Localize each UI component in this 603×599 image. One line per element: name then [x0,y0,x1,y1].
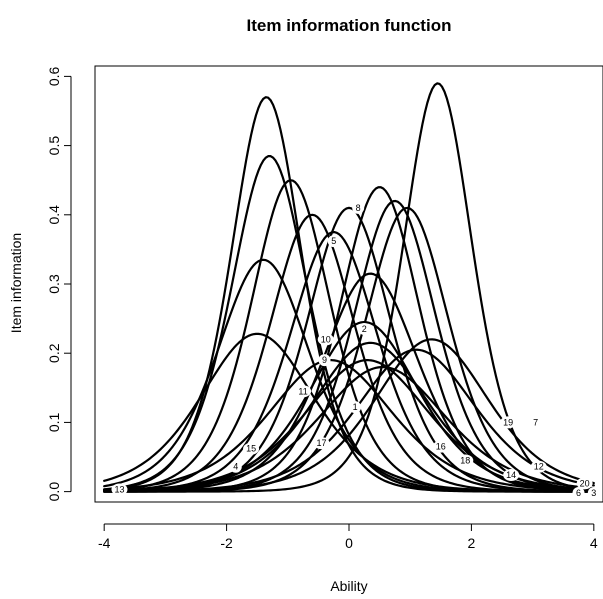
x-tick-label: 2 [468,535,476,551]
x-tick-label: -4 [98,535,111,551]
information-curve-item-16 [103,359,595,492]
x-tick-label: -2 [220,535,233,551]
item-label-19: 19 [503,417,513,427]
y-tick-label: 0.2 [46,343,62,363]
item-label-4: 4 [233,462,238,472]
chart-title: Item information function [247,16,452,35]
item-label-bg [111,483,128,496]
item-label-bg [530,460,547,473]
item-label-bg [587,487,600,500]
item-label-16: 16 [436,442,446,452]
item-label-bg [529,416,542,429]
item-label-bg [318,354,331,367]
information-curve-item-19 [103,186,595,493]
y-tick-label: 0.4 [46,205,62,225]
y-tick-label: 0.1 [46,412,62,432]
item-label-bg [317,333,334,346]
item-label-18: 18 [460,455,470,465]
plot-frame [94,65,603,503]
information-curve-item-15 [103,332,595,493]
item-label-bg [313,437,330,450]
x-axis-label: Ability [330,578,367,594]
y-tick-label: 0.3 [46,274,62,294]
item-label-bg [457,454,474,467]
information-curve-item-14 [103,348,595,493]
x-tick-label: 4 [590,535,598,551]
y-tick-label: 0.0 [46,482,62,502]
y-axis: 0.0 0.1 0.2 0.3 0.4 0.5 0.6 [46,66,72,502]
item-label-bg [576,477,593,490]
item-label-11: 11 [298,386,307,396]
item-label-bg [229,460,242,473]
x-tick-label: 0 [345,535,353,551]
item-label-8: 8 [356,203,361,213]
item-label-15: 15 [246,444,256,454]
item-label-bg [500,416,517,429]
item-label-bg [358,322,371,335]
x-axis: -4 -2 0 2 4 [98,523,598,551]
item-label-12: 12 [534,462,544,472]
item-label-bg [503,469,520,482]
information-curve-item-3 [103,338,595,493]
item-label-6: 6 [576,488,581,498]
y-tick-label: 0.5 [46,136,62,156]
item-label-bg [349,401,362,414]
item-label-10: 10 [321,334,331,344]
item-label-bg [243,442,260,455]
item-label-13: 13 [114,485,124,495]
information-curve-item-18 [103,258,595,493]
item-label-7: 7 [533,417,538,427]
item-label-bg [572,487,585,500]
item-label-9: 9 [322,355,327,365]
item-label-5: 5 [331,236,336,246]
item-label-2: 2 [362,324,367,334]
y-axis-label: Item information [8,233,24,333]
item-label-3: 3 [591,488,596,498]
item-label-20: 20 [580,478,590,488]
item-label-bg [327,235,340,248]
item-label-bg [295,385,312,398]
information-curve-item-11 [103,272,595,493]
information-curves [103,82,595,493]
information-curve-item-2 [103,320,595,493]
item-label-14: 14 [506,470,516,480]
item-label-1: 1 [353,402,358,412]
y-tick-label: 0.6 [46,66,62,86]
item-label-bg [352,201,365,214]
item-label-17: 17 [316,438,326,448]
item-label-bg [432,440,449,453]
